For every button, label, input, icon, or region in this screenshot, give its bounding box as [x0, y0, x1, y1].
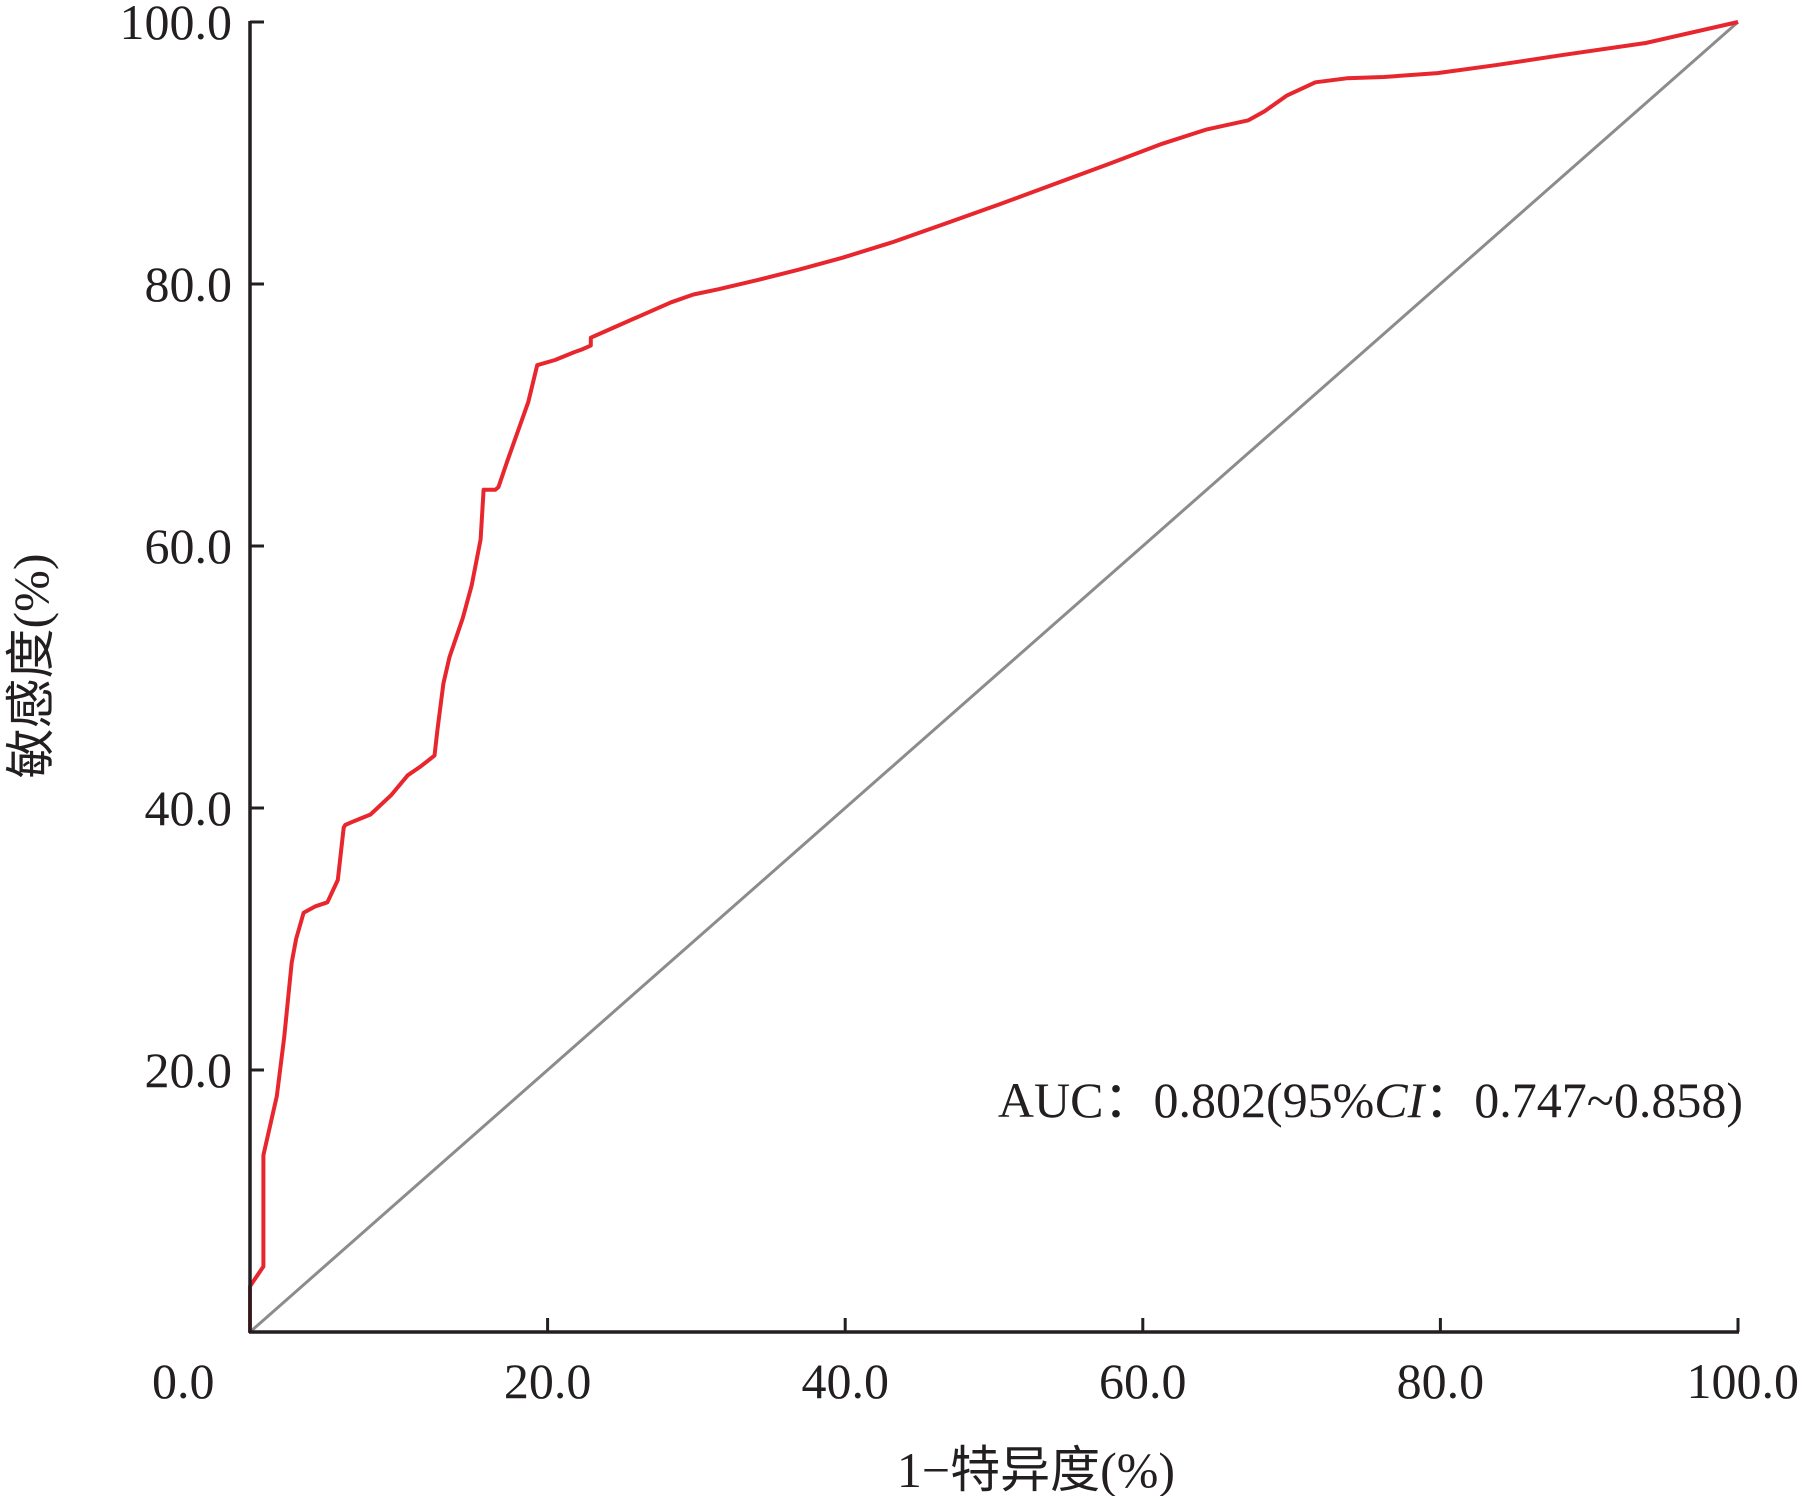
y-tick-label: 40.0 [145, 780, 233, 836]
x-tick-label: 0.0 [152, 1353, 215, 1409]
x-tick-label: 80.0 [1397, 1353, 1485, 1409]
y-tick-label: 100.0 [120, 0, 233, 50]
x-tick-label: 20.0 [504, 1353, 592, 1409]
reference-diagonal-line [249, 20, 1739, 1334]
auc-annotation-ci: CI [1374, 1072, 1426, 1128]
y-tick-label: 60.0 [145, 518, 233, 574]
auc-annotation: AUC：0.802(95%CI：0.747~0.858) [998, 1072, 1743, 1128]
x-tick-label: 60.0 [1099, 1353, 1187, 1409]
x-axis-title: 1−特异度(%) [897, 1442, 1175, 1496]
y-tick-label: 80.0 [145, 256, 233, 312]
auc-annotation-prefix: AUC：0.802(95% [998, 1072, 1374, 1128]
x-tick-label: 100.0 [1687, 1353, 1800, 1409]
x-tick-label: 40.0 [801, 1353, 889, 1409]
roc-curve [248, 20, 1739, 1332]
tick-labels-layer: 0.0 20.0 40.0 60.0 80.0 100.0 20.0 40.0 60.0 80.0… [120, 0, 1800, 1409]
auc-annotation-suffix: ：0.747~0.858) [1424, 1072, 1743, 1128]
ticks-layer [250, 20, 1740, 1332]
y-tick-label: 20.0 [145, 1042, 233, 1098]
y-axis-title: 敏感度(%) [3, 554, 59, 779]
